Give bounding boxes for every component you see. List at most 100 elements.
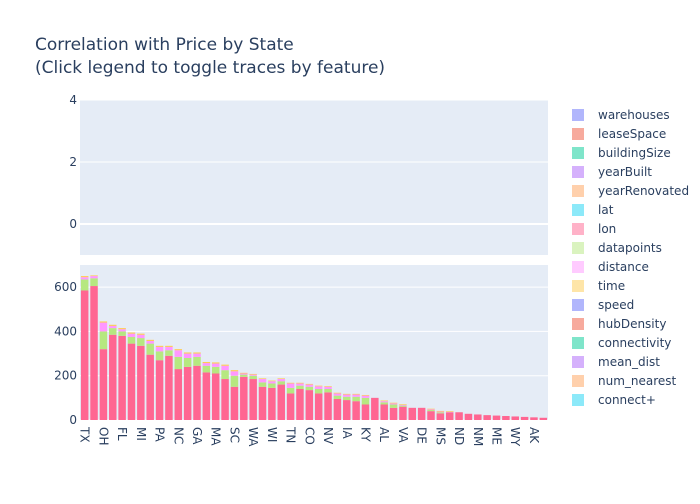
bar-segment-datapoints[interactable] — [128, 337, 135, 344]
bar-segment-lon[interactable] — [137, 346, 144, 420]
bar-segment-distance[interactable] — [249, 375, 256, 376]
bar-segment-distance[interactable] — [100, 323, 107, 332]
bar-segment-lon[interactable] — [493, 416, 500, 420]
bar-segment-datapoints[interactable] — [287, 388, 294, 394]
bar-segment-datapoints[interactable] — [109, 328, 116, 335]
bar-segment-lon[interactable] — [362, 405, 369, 421]
bar-segment-lon[interactable] — [409, 408, 416, 420]
bar-segment-distance[interactable] — [221, 366, 228, 370]
bar-segment-distance[interactable] — [184, 354, 191, 358]
bar-segment-datapoints[interactable] — [100, 331, 107, 349]
bar-segment-lon[interactable] — [128, 344, 135, 420]
bar-segment-distance[interactable] — [128, 334, 135, 337]
bar-segment-distance[interactable] — [259, 379, 266, 382]
bar-segment-datapoints[interactable] — [156, 351, 163, 360]
bar-segment-distance[interactable] — [390, 403, 397, 404]
bar-segment-distance[interactable] — [90, 276, 97, 278]
bar-segment-time[interactable] — [324, 386, 331, 387]
bar-segment-lon[interactable] — [455, 412, 462, 420]
legend-item-connect+[interactable]: connect+ — [572, 393, 656, 407]
bar-segment-datapoints[interactable] — [231, 376, 238, 387]
bar-segment-lon[interactable] — [390, 408, 397, 420]
bar-segment-datapoints[interactable] — [352, 397, 359, 401]
bar-segment-datapoints[interactable] — [221, 370, 228, 379]
legend-item-buildingSize[interactable]: buildingSize — [572, 146, 671, 160]
bar-segment-time[interactable] — [277, 378, 284, 379]
bar-segment-time[interactable] — [240, 373, 247, 374]
bar-segment-distance[interactable] — [109, 326, 116, 328]
bar-segment-lon[interactable] — [315, 393, 322, 420]
bar-segment-time[interactable] — [100, 321, 107, 322]
bar-segment-datapoints[interactable] — [249, 376, 256, 379]
bar-segment-distance[interactable] — [334, 393, 341, 395]
bar-segment-distance[interactable] — [231, 371, 238, 375]
bar-segment-lon[interactable] — [511, 416, 518, 420]
bar-segment-distance[interactable] — [380, 401, 387, 402]
bar-segment-datapoints[interactable] — [306, 387, 313, 390]
legend-item-mean_dist[interactable]: mean_dist — [572, 355, 660, 369]
bar-segment-time[interactable] — [193, 352, 200, 353]
bar-segment-lon[interactable] — [156, 360, 163, 420]
bar-segment-datapoints[interactable] — [324, 389, 331, 392]
bar-segment-datapoints[interactable] — [175, 357, 182, 369]
legend-item-datapoints[interactable]: datapoints — [572, 241, 662, 255]
bar-segment-distance[interactable] — [146, 341, 153, 344]
bar-segment-time[interactable] — [221, 365, 228, 366]
bar-segment-lon[interactable] — [334, 399, 341, 420]
bar-segment-lon[interactable] — [474, 414, 481, 420]
bar-segment-datapoints[interactable] — [118, 331, 125, 335]
bar-segment-time[interactable] — [249, 374, 256, 375]
bar-segment-lon[interactable] — [371, 398, 378, 420]
bar-segment-lon[interactable] — [240, 377, 247, 420]
bar-segment-time[interactable] — [287, 383, 294, 384]
bar-segment-distance[interactable] — [343, 395, 350, 397]
bar-segment-lon[interactable] — [399, 407, 406, 420]
bar-segment-distance[interactable] — [352, 395, 359, 397]
bar-segment-time[interactable] — [334, 393, 341, 394]
legend[interactable]: warehousesleaseSpacebuildingSizeyearBuil… — [572, 108, 689, 407]
bar-segment-time[interactable] — [203, 362, 210, 363]
bar-segment-time[interactable] — [81, 276, 88, 277]
bar-segment-distance[interactable] — [193, 354, 200, 357]
bar-segment-lon[interactable] — [259, 387, 266, 420]
legend-item-speed[interactable]: speed — [572, 298, 634, 312]
bar-segment-lon[interactable] — [249, 379, 256, 420]
bar-segment-datapoints[interactable] — [296, 386, 303, 389]
bar-segment-lon[interactable] — [502, 416, 509, 420]
bar-segment-datapoints[interactable] — [240, 375, 247, 377]
bar-segment-time[interactable] — [446, 411, 453, 412]
bar-segment-lon[interactable] — [287, 393, 294, 420]
bar-segment-lon[interactable] — [277, 385, 284, 420]
bar-segment-lon[interactable] — [352, 401, 359, 420]
bar-segment-datapoints[interactable] — [427, 410, 434, 411]
bar-segment-lon[interactable] — [324, 392, 331, 420]
bar-segment-time[interactable] — [90, 275, 97, 276]
bar-segment-lon[interactable] — [483, 415, 490, 420]
bar-segment-time[interactable] — [352, 394, 359, 395]
bar-segment-time[interactable] — [259, 378, 266, 379]
bar-segment-lon[interactable] — [184, 367, 191, 420]
bar-segment-datapoints[interactable] — [390, 405, 397, 408]
bar-segment-lon[interactable] — [81, 290, 88, 420]
bar-segment-time[interactable] — [175, 349, 182, 350]
bar-segment-datapoints[interactable] — [399, 406, 406, 407]
bar-segment-distance[interactable] — [427, 409, 434, 410]
bar-segment-lon[interactable] — [465, 414, 472, 420]
bar-segment-distance[interactable] — [324, 387, 331, 389]
legend-item-lon[interactable]: lon — [572, 222, 616, 236]
bar-segment-time[interactable] — [184, 352, 191, 353]
legend-item-distance[interactable]: distance — [572, 260, 649, 274]
bar-segment-distance[interactable] — [437, 412, 444, 413]
bar-segment-distance[interactable] — [137, 335, 144, 338]
bar-segment-datapoints[interactable] — [165, 350, 172, 356]
legend-item-yearBuilt[interactable]: yearBuilt — [572, 165, 652, 179]
bar-segment-lon[interactable] — [212, 374, 219, 421]
bar-segment-time[interactable] — [231, 370, 238, 371]
bar-segment-lon[interactable] — [530, 417, 537, 420]
bar-segment-time[interactable] — [362, 395, 369, 396]
bar-segment-datapoints[interactable] — [137, 338, 144, 346]
bar-segment-datapoints[interactable] — [184, 358, 191, 367]
bar-segment-time[interactable] — [380, 401, 387, 402]
bar-segment-datapoints[interactable] — [212, 367, 219, 374]
bar-segment-lon[interactable] — [203, 372, 210, 420]
